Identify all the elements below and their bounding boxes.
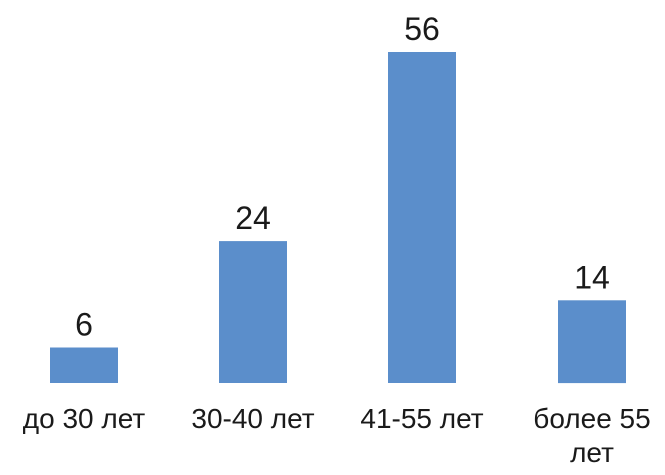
- category-label-2-line-0: 41-55 лет: [360, 403, 483, 434]
- category-label-3: более 55 лет: [533, 403, 650, 468]
- data-label-3: 14: [574, 259, 610, 295]
- bars-group: [50, 52, 626, 384]
- data-label-0: 6: [75, 307, 93, 343]
- data-label-2: 56: [404, 11, 440, 47]
- bar-0: [50, 347, 118, 383]
- category-label-3-line-0: более 55: [533, 403, 650, 434]
- category-label-3-line-1: лет: [570, 437, 614, 468]
- category-label-1: 30-40 лет: [191, 403, 314, 434]
- category-label-0-line-0: до 30 лет: [23, 403, 146, 434]
- bar-1: [219, 241, 287, 383]
- category-label-0: до 30 лет: [23, 403, 146, 434]
- category-labels-group: до 30 лет 30-40 лет 41-55 лет более 55 лет: [23, 403, 651, 468]
- value-labels-group: 6 24 56 14: [75, 11, 610, 343]
- bar-3: [558, 300, 626, 384]
- bar-2: [388, 52, 456, 383]
- category-label-2: 41-55 лет: [360, 403, 483, 434]
- data-label-1: 24: [235, 200, 271, 236]
- category-label-1-line-0: 30-40 лет: [191, 403, 314, 434]
